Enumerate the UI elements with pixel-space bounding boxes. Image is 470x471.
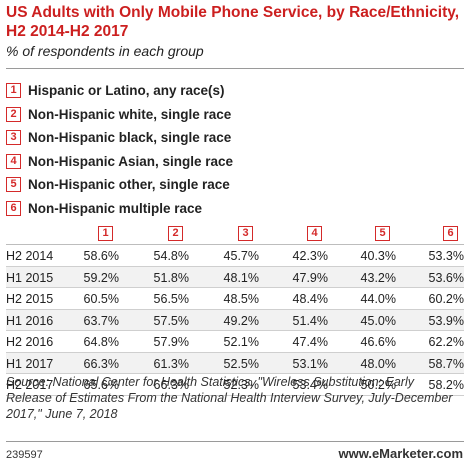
legend-item: 4 Non-Hispanic Asian, single race — [6, 150, 464, 173]
table-cell: 44.0% — [360, 292, 396, 306]
row-label: H2 2016 — [6, 335, 54, 349]
table-cell: 49.2% — [223, 313, 259, 328]
table-cell: 66.3% — [83, 356, 119, 371]
table-row: H2 2015 60.5% 56.5% 48.5% 48.4% 44.0% 60.2% — [6, 288, 464, 310]
column-header-badge: 4 — [307, 226, 322, 241]
table-cell: 65.6% — [83, 378, 119, 392]
table-cell: 53.4% — [292, 378, 328, 392]
table-cell: 53.6% — [428, 270, 464, 285]
legend-label: Non-Hispanic other, single race — [28, 177, 230, 192]
legend-number-badge: 4 — [6, 153, 21, 169]
table-cell: 62.2% — [428, 335, 464, 349]
row-label: H1 2015 — [6, 270, 54, 285]
data-table: 1 2 3 4 5 6 H2 2014 58.6% 54.8% 45.7% 42.3% 40.3% 5… — [6, 224, 464, 396]
table-cell: 53.3% — [428, 249, 464, 263]
legend-label: Hispanic or Latino, any race(s) — [28, 83, 225, 98]
source-note: Source: National Center for Health Stati… — [6, 375, 453, 421]
table-cell: 51.4% — [292, 313, 328, 328]
table-cell: 56.5% — [153, 292, 189, 306]
row-label: H1 2017 — [6, 356, 54, 371]
table-cell: 57.5% — [153, 313, 189, 328]
table-cell: 52.3% — [223, 378, 259, 392]
table-cell: 40.3% — [360, 249, 396, 263]
table-cell: 60.5% — [83, 292, 119, 306]
table-cell: 48.1% — [223, 270, 259, 285]
table-cell: 57.9% — [153, 335, 189, 349]
table-cell: 42.3% — [292, 249, 328, 263]
chart-subtitle: % of respondents in each group — [6, 43, 204, 59]
legend-label: Non-Hispanic Asian, single race — [28, 153, 234, 169]
table-cell: 54.8% — [153, 249, 189, 263]
row-label: H1 2016 — [6, 313, 54, 328]
column-header-badge: 3 — [238, 226, 253, 241]
table-cell: 48.0% — [360, 356, 396, 371]
table-row: H1 2016 63.7% 57.5% 49.2% 51.4% 45.0% 53.9% — [6, 309, 464, 331]
table-row: H1 2017 66.3% 61.3% 52.5% 53.1% 48.0% 58.7% — [6, 352, 464, 374]
legend-item: 6 Non-Hispanic multiple race — [6, 197, 464, 220]
legend-label: Non-Hispanic white, single race — [28, 106, 232, 122]
brand-logo: www.eMarketer.com — [338, 446, 463, 461]
table-cell: 45.0% — [360, 313, 396, 328]
table-cell: 64.8% — [83, 335, 119, 349]
table-cell: 53.9% — [428, 313, 464, 328]
table-cell: 52.1% — [223, 335, 259, 349]
row-label: H2 2014 — [6, 249, 54, 263]
table-cell: 61.3% — [153, 356, 189, 371]
table-cell: 48.5% — [223, 292, 259, 306]
table-header-row: 1 2 3 4 5 6 — [6, 224, 464, 245]
table-cell: 51.8% — [153, 270, 189, 285]
table-cell: 60.2% — [428, 292, 464, 306]
table-cell: 63.7% — [83, 313, 119, 328]
table-cell: 59.2% — [83, 270, 119, 285]
row-label: H2 2015 — [6, 292, 54, 306]
legend-item: 1 Hispanic or Latino, any race(s) — [6, 79, 464, 102]
legend-label: Non-Hispanic black, single race — [28, 130, 232, 145]
column-header-badge: 2 — [168, 226, 183, 241]
table-cell: 50.2% — [360, 378, 396, 392]
top-divider — [6, 68, 464, 69]
table-cell: 48.4% — [292, 292, 328, 306]
legend-item: 3 Non-Hispanic black, single race — [6, 126, 464, 149]
table-row: H2 2014 58.6% 54.8% 45.7% 42.3% 40.3% 53.3% — [6, 245, 464, 267]
chart-id: 239597 — [6, 449, 43, 461]
table-cell: 47.9% — [292, 270, 328, 285]
table-cell: 47.4% — [292, 335, 328, 349]
row-label: H2 2017 — [6, 378, 54, 392]
table-row: H2 2017 65.6% 66.3% 52.3% 53.4% 50.2% 58.2% — [6, 374, 464, 396]
table-cell: 58.2% — [428, 378, 464, 392]
table-cell: 43.2% — [360, 270, 396, 285]
chart-title: US Adults with Only Mobile Phone Service… — [6, 4, 460, 40]
legend: 1 Hispanic or Latino, any race(s) 2 Non-His… — [6, 79, 464, 220]
table-cell: 58.7% — [428, 356, 464, 371]
table-cell: 53.1% — [292, 356, 328, 371]
table-row: H1 2015 59.2% 51.8% 48.1% 47.9% 43.2% 53.6% — [6, 266, 464, 288]
legend-number-badge: 1 — [6, 83, 21, 98]
legend-number-badge: 6 — [6, 200, 21, 216]
legend-label: Non-Hispanic multiple race — [28, 200, 203, 216]
footer-divider — [6, 441, 464, 442]
table-cell: 45.7% — [223, 249, 259, 263]
legend-number-badge: 5 — [6, 177, 21, 192]
column-header-badge: 5 — [375, 226, 390, 241]
table-cell: 52.5% — [223, 356, 259, 371]
legend-item: 5 Non-Hispanic other, single race — [6, 173, 464, 196]
legend-number-badge: 2 — [6, 106, 21, 122]
table-cell: 58.6% — [83, 249, 119, 263]
table-cell: 66.3% — [153, 378, 189, 392]
table-row: H2 2016 64.8% 57.9% 52.1% 47.4% 46.6% 62.2% — [6, 331, 464, 353]
legend-number-badge: 3 — [6, 130, 21, 145]
column-header-badge: 1 — [98, 226, 113, 241]
table-cell: 46.6% — [360, 335, 396, 349]
legend-item: 2 Non-Hispanic white, single race — [6, 103, 464, 126]
column-header-badge: 6 — [443, 226, 458, 241]
